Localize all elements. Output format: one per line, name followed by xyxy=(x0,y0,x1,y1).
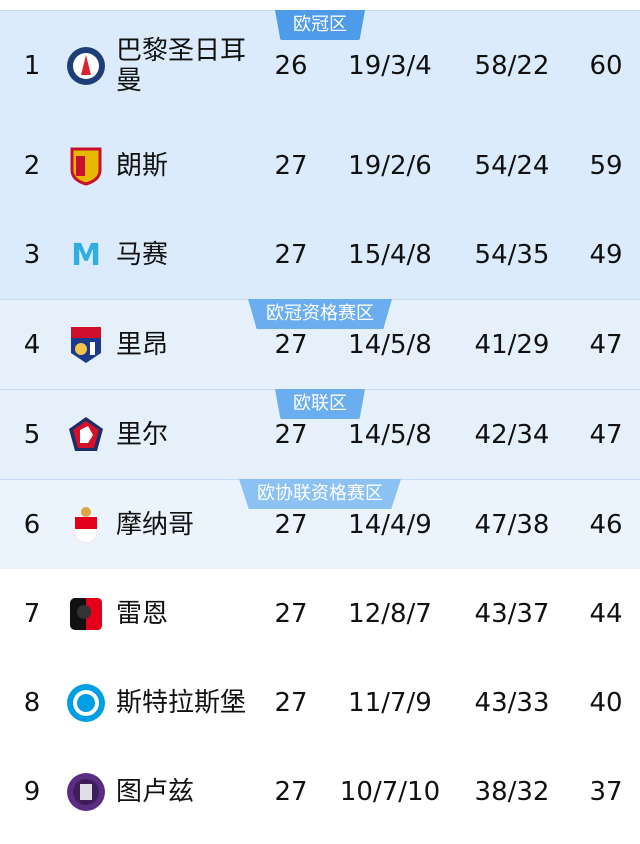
rank: 7 xyxy=(23,598,41,629)
lens-logo xyxy=(66,146,106,186)
played: 27 xyxy=(274,419,308,450)
team-name[interactable]: 摩纳哥 xyxy=(116,509,195,540)
points: 37 xyxy=(589,776,623,807)
goals: 38/32 xyxy=(474,776,550,807)
points: 44 xyxy=(589,598,623,629)
rank: 6 xyxy=(23,509,41,540)
zone-section: 7 雷恩 27 12/8/7 43/37 44 8 斯特拉斯堡 27 11/7/9 43/33 40 9… xyxy=(0,569,640,836)
goals: 58/22 xyxy=(474,51,550,81)
rank: 4 xyxy=(23,329,41,360)
rank: 1 xyxy=(23,51,41,81)
goals: 43/33 xyxy=(474,687,550,718)
rennes-logo xyxy=(66,594,106,634)
points: 59 xyxy=(589,150,623,181)
goals: 43/37 xyxy=(474,598,550,629)
points: 60 xyxy=(589,51,623,81)
team-name[interactable]: 巴黎圣日耳曼 xyxy=(116,36,247,96)
table-row[interactable]: 6 摩纳哥 27 14/4/9 47/38 46 xyxy=(0,480,640,569)
rank: 9 xyxy=(23,776,41,807)
team-name[interactable]: 里尔 xyxy=(116,419,169,450)
played: 27 xyxy=(274,598,308,629)
table-row[interactable]: 2 朗斯 27 19/2/6 54/24 59 xyxy=(0,121,640,210)
svg-text:M: M xyxy=(71,238,101,273)
rank: 3 xyxy=(23,239,41,270)
played: 27 xyxy=(274,239,308,270)
table-row[interactable]: 4 里昂 27 14/5/8 41/29 47 xyxy=(0,300,640,389)
table-row[interactable]: 9 图卢兹 27 10/7/10 38/32 37 xyxy=(0,747,640,836)
played: 27 xyxy=(274,687,308,718)
win-draw-loss: 12/8/7 xyxy=(348,598,432,629)
zone-section: 欧协联资格赛区 6 摩纳哥 27 14/4/9 47/38 46 xyxy=(0,479,640,569)
zone-tag: 欧冠资格赛区 xyxy=(248,299,392,329)
team-name[interactable]: 斯特拉斯堡 xyxy=(116,687,247,718)
played: 26 xyxy=(274,51,308,81)
table-row[interactable]: 1 巴黎圣日耳曼 26 19/3/4 58/22 60 xyxy=(0,11,640,121)
table-row[interactable]: 8 斯特拉斯堡 27 11/7/9 43/33 40 xyxy=(0,658,640,747)
toulouse-logo xyxy=(66,772,106,812)
rank: 5 xyxy=(23,419,41,450)
zone-section: 欧冠资格赛区 4 里昂 27 14/5/8 41/29 47 xyxy=(0,299,640,389)
win-draw-loss: 19/2/6 xyxy=(348,150,432,181)
rank: 8 xyxy=(23,687,41,718)
team-name[interactable]: 图卢兹 xyxy=(116,776,195,807)
win-draw-loss: 14/4/9 xyxy=(348,509,432,540)
team-name[interactable]: 里昂 xyxy=(116,329,169,360)
win-draw-loss: 14/5/8 xyxy=(348,419,432,450)
played: 27 xyxy=(274,329,308,360)
zone-tag: 欧冠区 xyxy=(275,10,365,40)
played: 27 xyxy=(274,776,308,807)
win-draw-loss: 11/7/9 xyxy=(348,687,432,718)
points: 40 xyxy=(589,687,623,718)
table-row[interactable]: 7 雷恩 27 12/8/7 43/37 44 xyxy=(0,569,640,658)
team-name[interactable]: 马赛 xyxy=(116,239,169,270)
zone-section: 欧冠区 1 巴黎圣日耳曼 26 19/3/4 58/22 60 2 朗斯 27 19/2/6 54/2… xyxy=(0,10,640,299)
goals: 54/24 xyxy=(474,150,550,181)
table-row[interactable]: 3 M 马赛 27 15/4/8 54/35 49 xyxy=(0,210,640,299)
goals: 42/34 xyxy=(474,419,550,450)
team-name[interactable]: 朗斯 xyxy=(116,150,169,181)
strasbourg-logo xyxy=(66,683,106,723)
rank: 2 xyxy=(23,150,41,181)
points: 49 xyxy=(589,239,623,270)
played: 27 xyxy=(274,509,308,540)
points: 47 xyxy=(589,329,623,360)
monaco-logo xyxy=(66,505,106,545)
goals: 47/38 xyxy=(474,509,550,540)
lyon-logo xyxy=(66,325,106,365)
win-draw-loss: 15/4/8 xyxy=(348,239,432,270)
lille-logo xyxy=(66,415,106,455)
table-row[interactable]: 5 里尔 27 14/5/8 42/34 47 xyxy=(0,390,640,479)
standings-table: 欧冠区 1 巴黎圣日耳曼 26 19/3/4 58/22 60 2 朗斯 27 19/2/6 54/2… xyxy=(0,10,640,836)
zone-tag: 欧协联资格赛区 xyxy=(239,479,401,509)
win-draw-loss: 14/5/8 xyxy=(348,329,432,360)
win-draw-loss: 10/7/10 xyxy=(339,776,441,807)
zone-tag: 欧联区 xyxy=(275,389,365,419)
psg-logo xyxy=(66,46,106,86)
win-draw-loss: 19/3/4 xyxy=(348,51,432,81)
points: 47 xyxy=(589,419,623,450)
played: 27 xyxy=(274,150,308,181)
goals: 41/29 xyxy=(474,329,550,360)
goals: 54/35 xyxy=(474,239,550,270)
points: 46 xyxy=(589,509,623,540)
marseille-logo: M xyxy=(66,235,106,275)
zone-section: 欧联区 5 里尔 27 14/5/8 42/34 47 xyxy=(0,389,640,479)
team-name[interactable]: 雷恩 xyxy=(116,598,169,629)
